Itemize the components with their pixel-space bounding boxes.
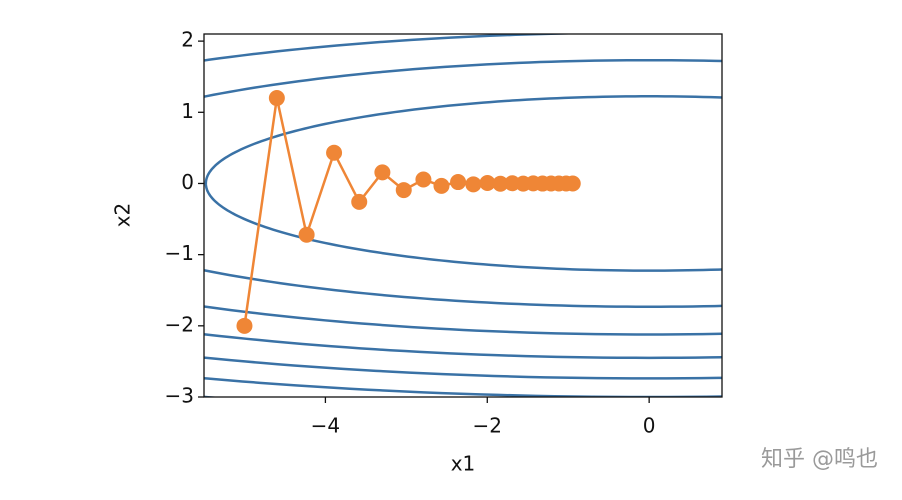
y-tick-label: 1 <box>181 99 194 123</box>
contour-line <box>204 395 222 397</box>
y-tick-label: −1 <box>165 241 194 265</box>
trajectory-point <box>492 175 509 192</box>
watermark: 知乎 @鸣也 <box>761 447 878 472</box>
trajectory-point <box>236 317 253 334</box>
trajectory-point <box>374 164 391 181</box>
y-axis-label: x2 <box>111 203 135 228</box>
trajectory-point <box>395 182 412 199</box>
trajectory-point <box>564 175 581 192</box>
plot-area <box>204 34 722 397</box>
contour-line <box>204 376 722 397</box>
trajectory-point <box>268 90 285 107</box>
trajectory-point <box>465 176 482 193</box>
y-tick-label: −3 <box>165 384 194 408</box>
trajectory-point <box>298 226 315 243</box>
trajectory-point <box>433 177 450 194</box>
trajectory-point <box>479 174 496 191</box>
y-tick-label: −2 <box>165 312 194 336</box>
x-tick-label: −2 <box>473 414 502 438</box>
trajectory-point <box>351 193 368 210</box>
x-tick-label: 0 <box>643 414 656 438</box>
y-tick-label: 0 <box>181 170 194 194</box>
x-tick-label: −4 <box>311 414 340 438</box>
trajectory-point <box>450 174 467 191</box>
x-axis-label: x1 <box>451 452 476 476</box>
contour-line <box>204 356 722 380</box>
trajectory-point <box>415 171 432 188</box>
contour-line <box>204 95 722 272</box>
y-tick-label: 2 <box>181 28 194 52</box>
trajectory-point <box>326 144 343 161</box>
axes-frame <box>203 33 723 398</box>
